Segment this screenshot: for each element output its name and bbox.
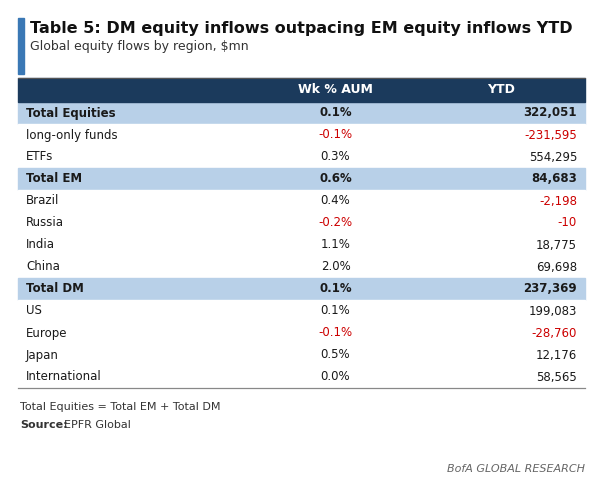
Text: Total Equities = Total EM + Total DM: Total Equities = Total EM + Total DM [20,402,221,412]
Text: 0.4%: 0.4% [320,194,350,208]
Text: 0.3%: 0.3% [321,151,350,163]
Bar [18,278,585,300]
Text: YTD: YTD [487,84,515,97]
Text: -231,595: -231,595 [524,128,577,141]
Bar [18,344,585,366]
Text: Source:: Source: [20,420,68,430]
Bar [18,18,24,74]
Text: 0.1%: 0.1% [320,305,350,317]
Text: 1.1%: 1.1% [320,239,350,251]
Text: -0.2%: -0.2% [319,216,353,229]
Text: 2.0%: 2.0% [320,260,350,274]
Text: 0.1%: 0.1% [319,282,352,295]
Text: 0.6%: 0.6% [319,173,352,186]
Text: Table 5: DM equity inflows outpacing EM equity inflows YTD: Table 5: DM equity inflows outpacing EM … [30,21,572,36]
Bar [18,366,585,388]
Text: India: India [26,239,55,251]
Text: 199,083: 199,083 [529,305,577,317]
Text: Brazil: Brazil [26,194,59,208]
Text: 554,295: 554,295 [529,151,577,163]
Text: Wk % AUM: Wk % AUM [298,84,373,97]
Text: 58,565: 58,565 [536,370,577,383]
Text: Russia: Russia [26,216,64,229]
Bar [18,300,585,322]
Text: long-only funds: long-only funds [26,128,118,141]
Text: -0.1%: -0.1% [319,128,353,141]
Bar [18,168,585,190]
Bar [18,322,585,344]
Text: 237,369: 237,369 [523,282,577,295]
Bar [18,212,585,234]
Text: -28,760: -28,760 [532,327,577,340]
Text: EPFR Global: EPFR Global [64,420,131,430]
Text: China: China [26,260,60,274]
Bar [18,234,585,256]
Text: Global equity flows by region, $mn: Global equity flows by region, $mn [30,40,248,53]
Text: US: US [26,305,42,317]
Bar [18,78,585,102]
Text: Total Equities: Total Equities [26,106,116,120]
Bar [18,190,585,212]
Text: 0.1%: 0.1% [319,106,352,120]
Text: Total DM: Total DM [26,282,84,295]
Text: 0.5%: 0.5% [321,348,350,362]
Text: 84,683: 84,683 [531,173,577,186]
Text: Europe: Europe [26,327,67,340]
Text: ETFs: ETFs [26,151,53,163]
Text: 12,176: 12,176 [536,348,577,362]
Text: International: International [26,370,102,383]
Bar [18,102,585,124]
Text: -0.1%: -0.1% [319,327,353,340]
Text: 0.0%: 0.0% [321,370,350,383]
Text: -2,198: -2,198 [539,194,577,208]
Bar [18,256,585,278]
Text: Total EM: Total EM [26,173,82,186]
Text: 322,051: 322,051 [523,106,577,120]
Text: 18,775: 18,775 [536,239,577,251]
Text: 69,698: 69,698 [536,260,577,274]
Text: BofA GLOBAL RESEARCH: BofA GLOBAL RESEARCH [447,464,585,474]
Bar [18,124,585,146]
Text: Japan: Japan [26,348,59,362]
Bar [18,146,585,168]
Text: -10: -10 [558,216,577,229]
